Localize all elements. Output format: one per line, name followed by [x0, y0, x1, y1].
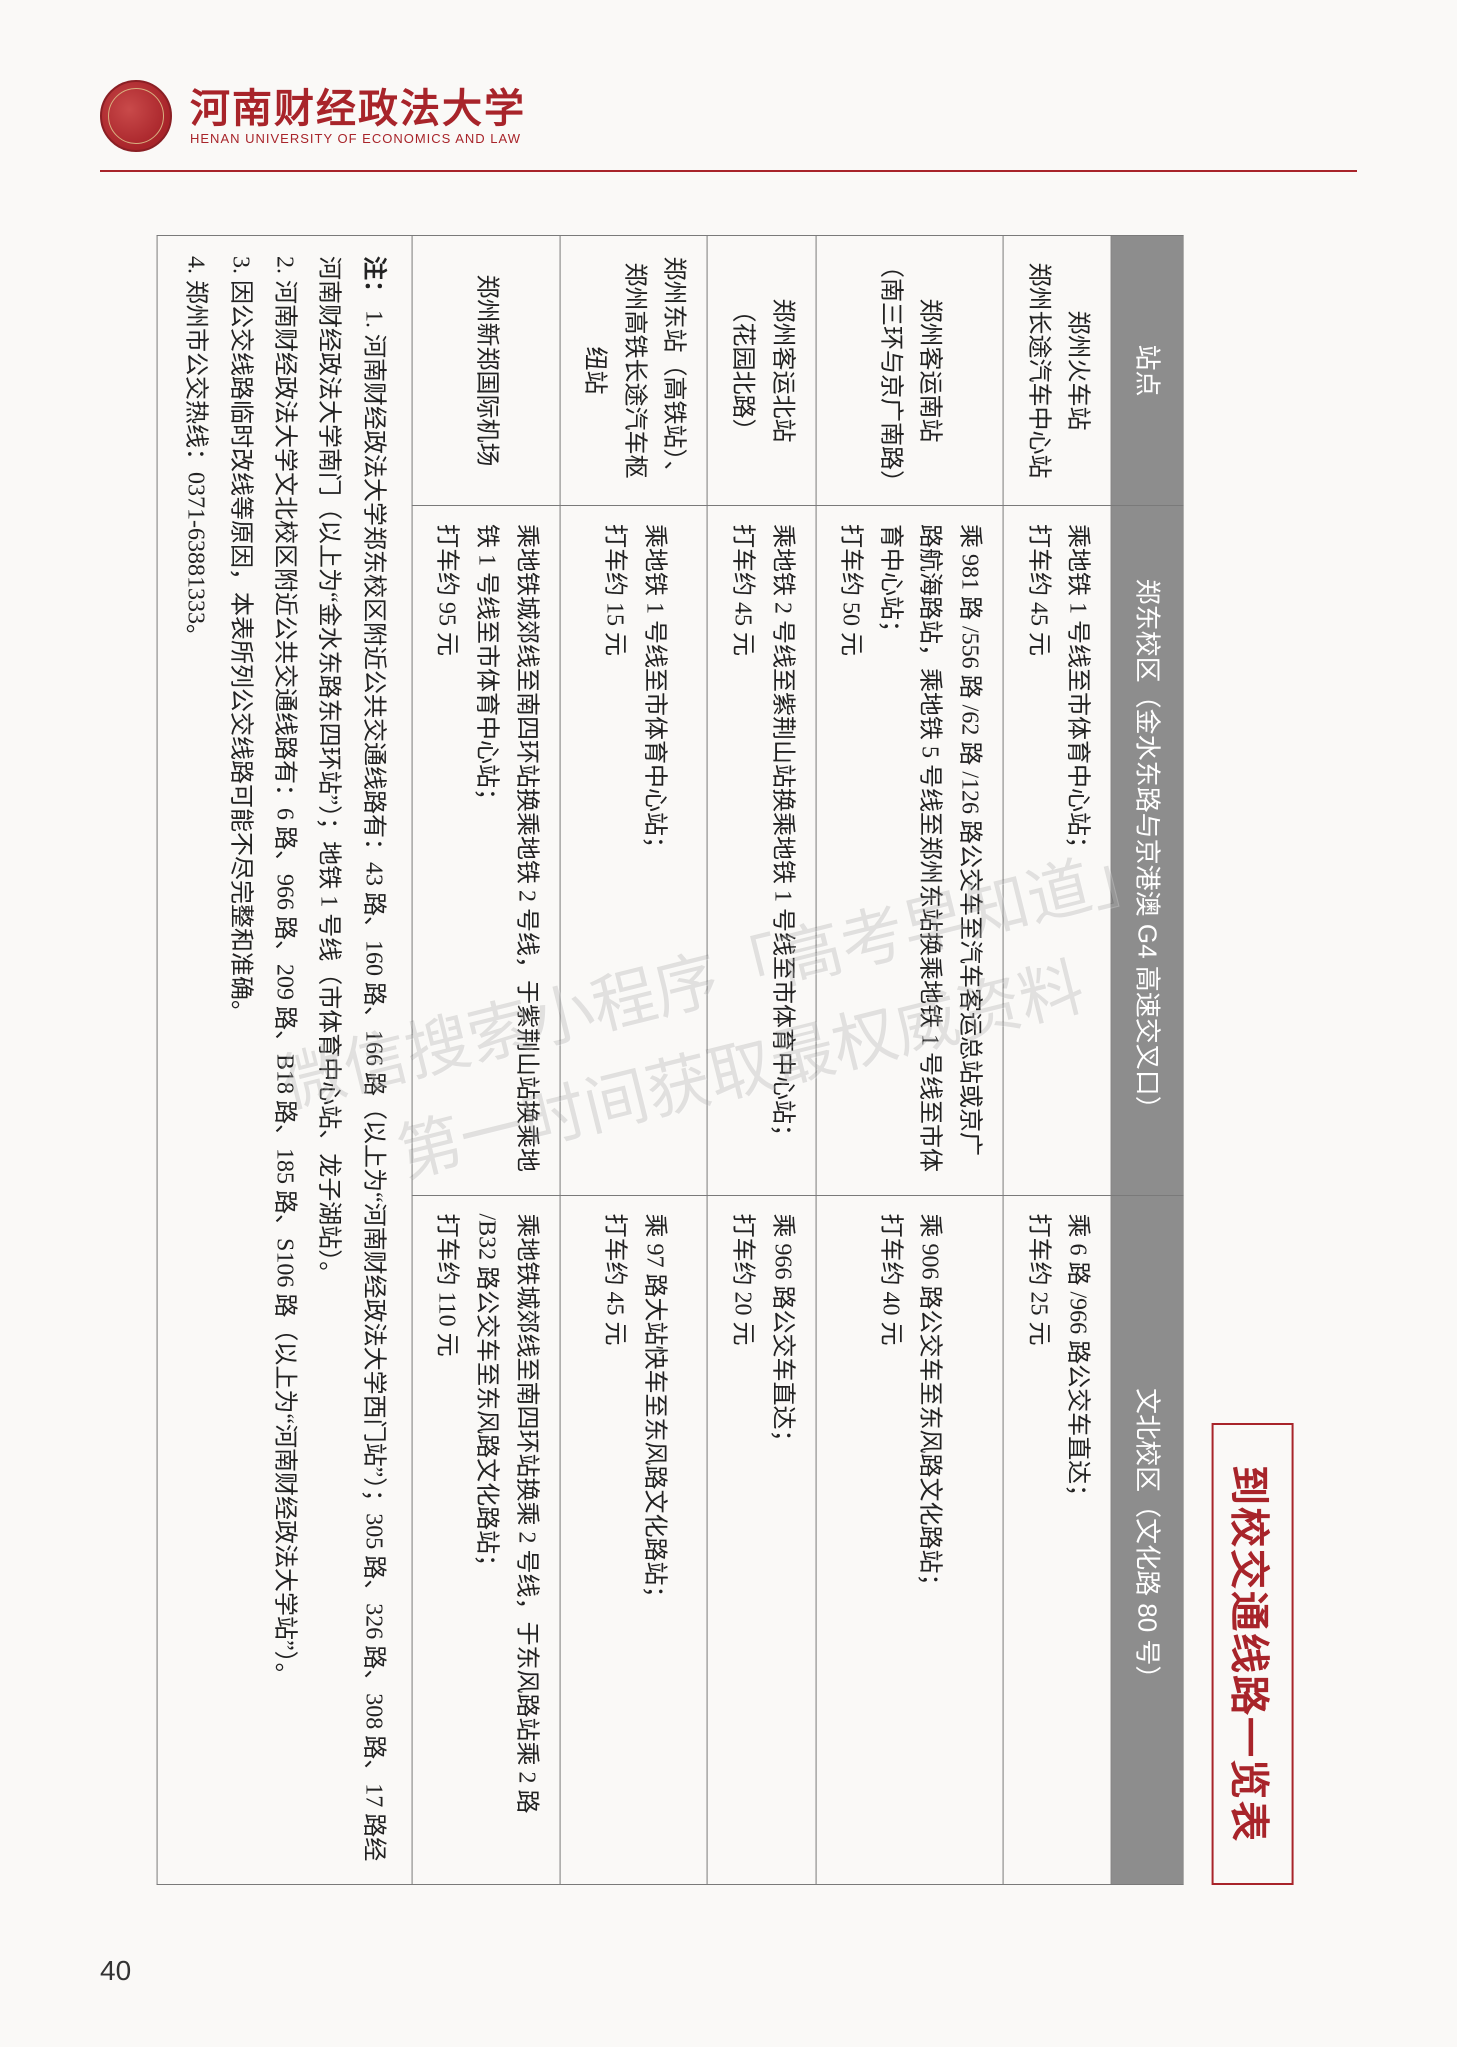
notes-block: 注： 1. 河南财经政法大学郑东校区附近公共交通线路有：43 路、160 路、1… [156, 235, 411, 1885]
notes-label: 注： [360, 256, 386, 304]
rotated-content: 到校交通线路一览表 站点 郑东校区（金水东路与京港澳 G4 高速交叉口） 文北校… [156, 235, 1293, 1885]
cell-east: 乘地铁 2 号线至紫荆山站换乘地铁 1 号线至市体育中心站；打车约 45 元 [707, 506, 815, 1196]
cell-wenbei: 乘 966 路公交车直达；打车约 20 元 [707, 1195, 815, 1885]
page-header: 河南财经政法大学 HENAN UNIVERSITY OF ECONOMICS A… [100, 80, 1357, 172]
col-header-wenbei: 文北校区（文化路 80 号） [1111, 1195, 1183, 1885]
cell-wenbei: 乘 906 路公交车至东风路文化路站；打车约 40 元 [816, 1195, 1003, 1885]
document-title: 到校交通线路一览表 [1212, 1423, 1294, 1885]
university-name-en: HENAN UNIVERSITY OF ECONOMICS AND LAW [190, 131, 526, 146]
cell-east: 乘地铁 1 号线至市体育中心站；打车约 15 元 [560, 506, 708, 1196]
table-row: 郑州火车站郑州长途汽车中心站 乘地铁 1 号线至市体育中心站；打车约 45 元 … [1003, 236, 1111, 1885]
note-item: 4. 郑州市公交热线：0371-63881333。 [183, 256, 209, 648]
university-logo [100, 80, 172, 152]
cell-east: 乘地铁 1 号线至市体育中心站；打车约 45 元 [1003, 506, 1111, 1196]
page-number: 40 [100, 1955, 131, 1987]
title-row: 到校交通线路一览表 [1212, 235, 1294, 1885]
note-item: 2. 河南财经政法大学文北校区附近公共交通线路有：6 路、966 路、209 路… [272, 256, 298, 1687]
header-text: 河南财经政法大学 HENAN UNIVERSITY OF ECONOMICS A… [190, 87, 526, 146]
route-table: 站点 郑东校区（金水东路与京港澳 G4 高速交叉口） 文北校区（文化路 80 号… [411, 235, 1183, 1885]
cell-station: 郑州东站（高铁站）、郑州高铁长途汽车枢纽站 [560, 236, 708, 506]
table-row: 郑州新郑国际机场 乘地铁城郊线至南四环站换乘地铁 2 号线，于紫荆山站换乘地铁 … [412, 236, 560, 1885]
note-item: 3. 因公交线路临时改线等原因，本表所列公交线路可能不尽完整和准确。 [227, 256, 253, 1024]
note-item: 1. 河南财经政法大学郑东校区附近公共交通线路有：43 路、160 路、166 … [316, 256, 386, 1861]
cell-station: 郑州火车站郑州长途汽车中心站 [1003, 236, 1111, 506]
cell-wenbei: 乘 6 路 /966 路公交车直达；打车约 25 元 [1003, 1195, 1111, 1885]
col-header-station: 站点 [1111, 236, 1183, 506]
table-header-row: 站点 郑东校区（金水东路与京港澳 G4 高速交叉口） 文北校区（文化路 80 号… [1111, 236, 1183, 1885]
col-header-east: 郑东校区（金水东路与京港澳 G4 高速交叉口） [1111, 506, 1183, 1196]
table-row: 郑州客运南站（南三环与京广南路） 乘 981 路 /556 路 /62 路 /1… [816, 236, 1003, 1885]
table-row: 郑州东站（高铁站）、郑州高铁长途汽车枢纽站 乘地铁 1 号线至市体育中心站；打车… [560, 236, 708, 1885]
page: 河南财经政法大学 HENAN UNIVERSITY OF ECONOMICS A… [0, 0, 1457, 2047]
table-row: 郑州客运北站（花园北路） 乘地铁 2 号线至紫荆山站换乘地铁 1 号线至市体育中… [707, 236, 815, 1885]
cell-station: 郑州客运北站（花园北路） [707, 236, 815, 506]
cell-wenbei: 乘 97 路大站快车至东风路文化路站；打车约 45 元 [560, 1195, 708, 1885]
cell-east: 乘地铁城郊线至南四环站换乘地铁 2 号线，于紫荆山站换乘地铁 1 号线至市体育中… [412, 506, 560, 1196]
cell-station: 郑州新郑国际机场 [412, 236, 560, 506]
cell-wenbei: 乘地铁城郊线至南四环站换乘 2 号线，于东风路站乘 2 路 /B32 路公交车至… [412, 1195, 560, 1885]
cell-east: 乘 981 路 /556 路 /62 路 /126 路公交车至汽车客运总站或京广… [816, 506, 1003, 1196]
cell-station: 郑州客运南站（南三环与京广南路） [816, 236, 1003, 506]
university-name-cn: 河南财经政法大学 [190, 87, 526, 131]
